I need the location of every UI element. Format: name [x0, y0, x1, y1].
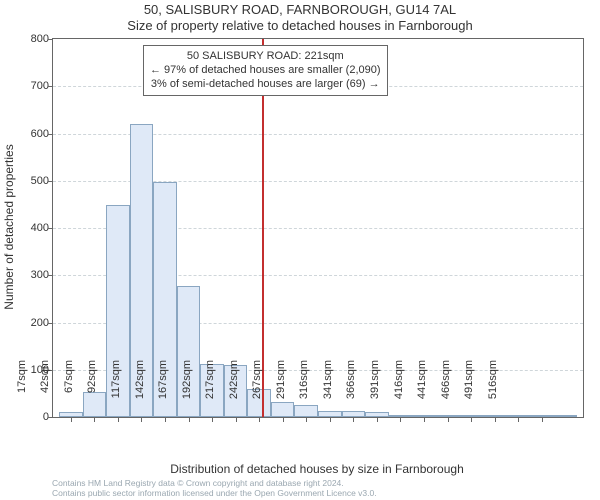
- x-tick-label: 491sqm: [463, 360, 475, 420]
- annotation-line-3: 3% of semi-detached houses are larger (6…: [150, 78, 381, 92]
- x-tick-label: 142sqm: [134, 360, 146, 420]
- y-tick-label: 300: [15, 270, 49, 280]
- x-tick-label: 291sqm: [275, 360, 287, 420]
- footer-line-2: Contains public sector information licen…: [52, 488, 600, 498]
- x-tick-label: 67sqm: [63, 360, 75, 420]
- y-tick-label: 400: [15, 223, 49, 233]
- chart-subtitle: Size of property relative to detached ho…: [0, 18, 600, 33]
- plot-area: 0100200300400500600700800 50 SALISBURY R…: [52, 38, 584, 418]
- x-tick-label: 217sqm: [204, 360, 216, 420]
- annotation-line-1: 50 SALISBURY ROAD: 221sqm: [150, 50, 381, 64]
- x-tick-mark: [542, 417, 543, 422]
- footer-line-1: Contains HM Land Registry data © Crown c…: [52, 478, 600, 488]
- x-tick-label: 516sqm: [487, 360, 499, 420]
- annotation-box: 50 SALISBURY ROAD: 221sqm ← 97% of detac…: [143, 45, 388, 96]
- x-tick-label: 466sqm: [440, 360, 452, 420]
- x-tick-label: 441sqm: [416, 360, 428, 420]
- y-tick-label: 600: [15, 129, 49, 139]
- y-tick-label: 700: [15, 81, 49, 91]
- x-tick-label: 17sqm: [16, 360, 28, 420]
- footer-attribution: Contains HM Land Registry data © Crown c…: [52, 478, 600, 498]
- histogram-bar: [553, 415, 577, 417]
- x-tick-label: 42sqm: [39, 360, 51, 420]
- x-tick-label: 391sqm: [369, 360, 381, 420]
- x-tick-label: 117sqm: [110, 360, 122, 420]
- y-tick-label: 200: [15, 318, 49, 328]
- x-tick-mark: [518, 417, 519, 422]
- x-tick-label: 92sqm: [86, 360, 98, 420]
- x-tick-label: 192sqm: [181, 360, 193, 420]
- x-tick-label: 242sqm: [228, 360, 240, 420]
- x-tick-label: 167sqm: [157, 360, 169, 420]
- x-tick-label: 341sqm: [322, 360, 334, 420]
- y-tick-label: 800: [15, 34, 49, 44]
- x-tick-label: 316sqm: [298, 360, 310, 420]
- x-tick-label: 366sqm: [345, 360, 357, 420]
- y-tick-label: 500: [15, 176, 49, 186]
- chart-title: 50, SALISBURY ROAD, FARNBOROUGH, GU14 7A…: [0, 2, 600, 17]
- x-axis-label: Distribution of detached houses by size …: [52, 462, 582, 476]
- annotation-line-2: ← 97% of detached houses are smaller (2,…: [150, 64, 381, 78]
- x-tick-label: 267sqm: [251, 360, 263, 420]
- x-tick-label: 416sqm: [393, 360, 405, 420]
